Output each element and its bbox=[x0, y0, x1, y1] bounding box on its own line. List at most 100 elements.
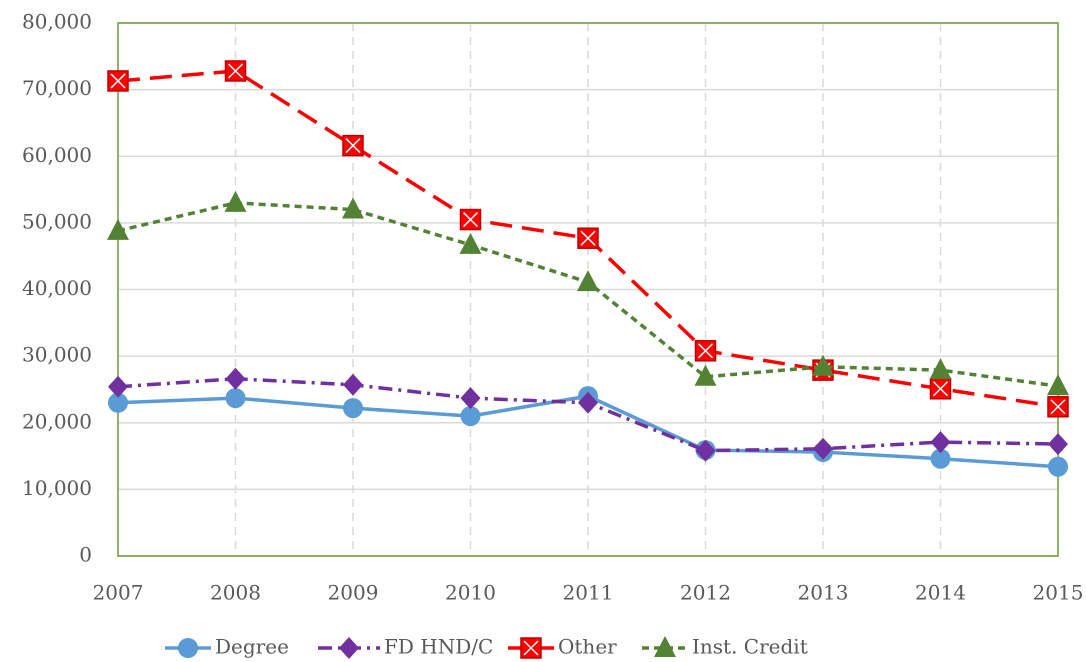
marker-shape bbox=[1048, 433, 1068, 456]
marker-shape bbox=[930, 431, 951, 454]
y-tick-label: 10,000 bbox=[22, 476, 92, 500]
marker-shape bbox=[225, 367, 246, 390]
marker bbox=[929, 378, 952, 400]
marker bbox=[342, 197, 364, 219]
marker-shape bbox=[224, 190, 247, 212]
marker-shape bbox=[343, 398, 363, 419]
marker bbox=[107, 218, 129, 240]
marker bbox=[460, 406, 481, 427]
marker-shape bbox=[107, 218, 129, 240]
marker-cross bbox=[110, 73, 126, 89]
legend-item: Inst. Credit bbox=[642, 635, 808, 659]
x-tick-label: 2009 bbox=[328, 581, 379, 605]
legend-label: Degree bbox=[215, 635, 289, 659]
marker bbox=[339, 637, 359, 659]
marker bbox=[343, 373, 363, 396]
marker-shape bbox=[577, 270, 599, 292]
marker-shape bbox=[459, 232, 482, 254]
x-tick-label: 2015 bbox=[1033, 581, 1084, 605]
marker-shape bbox=[930, 448, 951, 469]
marker bbox=[930, 448, 951, 469]
marker bbox=[224, 60, 247, 82]
marker bbox=[1047, 374, 1069, 396]
marker bbox=[694, 364, 717, 386]
marker-cross bbox=[462, 212, 479, 228]
marker bbox=[107, 70, 129, 92]
marker-shape bbox=[578, 391, 598, 414]
y-tick-label: 70,000 bbox=[22, 76, 92, 100]
marker-shape bbox=[695, 439, 716, 462]
marker-cross bbox=[345, 138, 361, 154]
marker bbox=[577, 270, 599, 292]
marker bbox=[813, 437, 833, 460]
x-tick-label: 2012 bbox=[680, 581, 731, 605]
marker bbox=[577, 227, 599, 249]
marker-shape bbox=[178, 638, 198, 658]
y-tick-label: 50,000 bbox=[22, 209, 92, 233]
x-tick-label: 2011 bbox=[563, 581, 614, 605]
marker-shape bbox=[343, 373, 363, 396]
marker bbox=[108, 375, 128, 398]
marker bbox=[178, 638, 198, 658]
marker-cross bbox=[523, 640, 539, 656]
marker-cross bbox=[227, 63, 244, 79]
marker-shape bbox=[339, 637, 359, 659]
marker bbox=[1048, 456, 1068, 477]
marker-shape bbox=[108, 375, 128, 398]
marker-shape bbox=[654, 636, 676, 657]
x-tick-label: 2014 bbox=[915, 581, 966, 605]
marker bbox=[930, 431, 951, 454]
marker-shape bbox=[225, 388, 246, 409]
marker-shape bbox=[460, 387, 481, 410]
legend-label: FD HND/C bbox=[384, 635, 493, 659]
marker-shape bbox=[1048, 456, 1068, 477]
marker-shape bbox=[929, 358, 952, 380]
marker bbox=[578, 391, 598, 414]
legend-label: Other bbox=[558, 635, 617, 659]
y-tick-label: 80,000 bbox=[22, 10, 92, 34]
legend-item: Degree bbox=[165, 635, 289, 659]
marker bbox=[224, 190, 247, 212]
legend-item: FD HND/C bbox=[318, 635, 493, 659]
y-tick-label: 40,000 bbox=[22, 276, 92, 300]
marker bbox=[225, 388, 246, 409]
x-tick-label: 2007 bbox=[93, 581, 144, 605]
marker-cross bbox=[932, 381, 949, 397]
y-tick-label: 0 bbox=[79, 543, 92, 567]
marker bbox=[1047, 396, 1069, 418]
marker bbox=[694, 340, 717, 362]
marker-shape bbox=[813, 437, 833, 460]
x-tick-label: 2008 bbox=[210, 581, 261, 605]
marker-shape bbox=[342, 197, 364, 219]
y-tick-label: 20,000 bbox=[22, 409, 92, 433]
marker bbox=[342, 134, 364, 157]
marker-shape bbox=[108, 392, 128, 413]
marker bbox=[1048, 433, 1068, 456]
marker bbox=[929, 358, 952, 380]
marker bbox=[459, 208, 482, 231]
marker-shape bbox=[460, 406, 481, 427]
legend-label: Inst. Credit bbox=[692, 635, 808, 659]
marker-shape bbox=[694, 364, 717, 386]
marker bbox=[225, 367, 246, 390]
y-tick-label: 30,000 bbox=[22, 343, 92, 367]
marker bbox=[343, 398, 363, 419]
marker-cross bbox=[697, 343, 714, 359]
marker bbox=[460, 387, 481, 410]
plot-border bbox=[117, 22, 1059, 557]
legend-item: Other bbox=[508, 635, 617, 659]
x-tick-label: 2013 bbox=[798, 581, 849, 605]
marker-cross bbox=[580, 230, 596, 246]
marker bbox=[695, 439, 716, 462]
marker bbox=[459, 232, 482, 254]
marker bbox=[108, 392, 128, 413]
marker bbox=[654, 636, 676, 657]
marker-shape bbox=[1047, 374, 1069, 396]
x-tick-label: 2010 bbox=[445, 581, 496, 605]
marker bbox=[520, 637, 542, 659]
marker-cross bbox=[1050, 399, 1066, 415]
marker bbox=[812, 354, 834, 376]
marker-shape bbox=[812, 354, 834, 376]
